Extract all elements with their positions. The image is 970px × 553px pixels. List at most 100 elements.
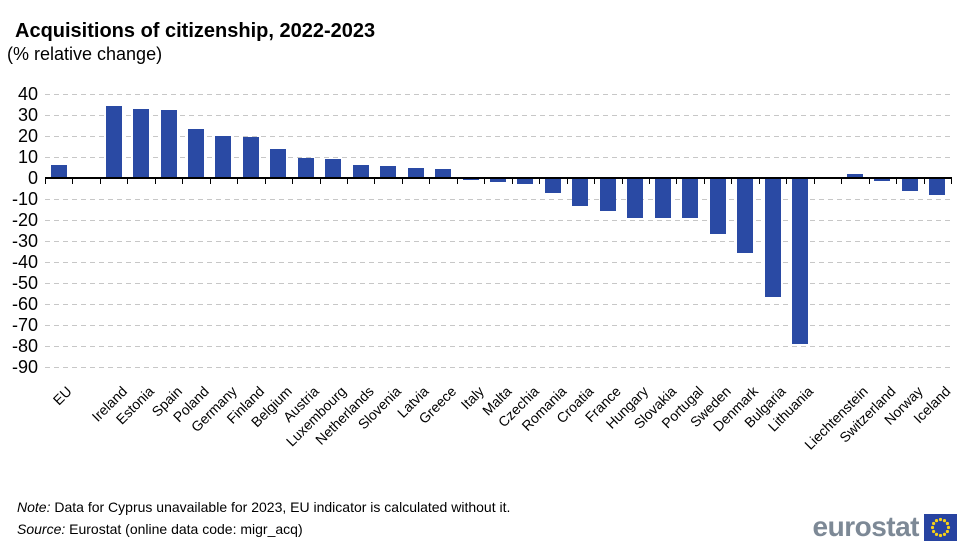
x-axis-tick [566,179,568,184]
gridline--80 [45,346,951,347]
x-axis-tick [841,179,843,184]
x-axis-tick [703,179,705,184]
gridline--60 [45,304,951,305]
y-axis-label-0: 0 [27,168,38,188]
bar-liechtenstein [846,173,863,178]
gridline--40 [45,262,951,263]
gridline--30 [45,241,951,242]
gridline-20 [45,136,951,137]
x-axis-tick [786,179,788,184]
x-axis-tick [154,179,156,184]
source-label: Source: [17,521,66,537]
x-axis-tick [621,179,623,184]
x-axis-line [45,177,952,179]
bar-eu [50,165,67,178]
bar-austria [297,158,314,178]
x-axis-tick [813,179,815,184]
y-axis-label--10: -10 [11,189,38,209]
eurostat-logo-text: eurostat [812,511,920,542]
x-axis-tick [45,179,46,184]
x-axis-tick [347,179,348,184]
x-axis-tick [676,179,678,184]
bar-netherlands [352,165,369,178]
x-axis-tick [374,179,376,184]
chart-note: Note: Data for Cyprus unavailable for 20… [17,499,510,515]
bar-bulgaria [764,179,781,297]
bar-ireland [105,105,122,178]
x-axis-tick [127,179,129,184]
y-axis-label-30: 30 [17,105,38,125]
bar-finland [242,137,259,178]
y-axis-label--40: -40 [11,252,38,272]
x-axis-tick [264,179,266,184]
source-text: Eurostat (online data code: migr_acq) [65,521,303,537]
chart-source: Source: Eurostat (online data code: migr… [17,521,303,537]
page-title: Acquisitions of citizenship, 2022-2023 [15,20,376,42]
bar-poland [188,128,204,178]
x-axis-tick [923,179,925,184]
note-label: Note: [17,499,51,515]
bar-lithuania [792,179,808,344]
x-axis-tick [758,179,760,184]
x-axis-tick [292,179,294,184]
gridline-10 [45,157,951,158]
x-axis-tick [511,179,513,184]
gridline-30 [45,115,951,116]
bar-luxembourg [325,159,342,178]
bar-estonia [133,108,150,178]
eurostat-logo: eurostat [813,512,957,542]
y-axis-label--20: -20 [11,210,38,230]
bar-switzerland [874,179,891,182]
x-axis-tick [319,179,321,184]
x-axis-tick [401,179,403,184]
gridline--20 [45,220,951,221]
y-axis-label--90: -90 [11,357,38,377]
y-axis-label-10: 10 [17,147,38,167]
x-axis-tick [182,179,184,184]
bar-norway [901,179,918,191]
bar-greece [435,168,452,178]
bar-germany [215,136,232,178]
gridline--10 [45,199,951,200]
x-axis-tick [72,179,74,184]
bar-malta [490,179,506,183]
eu-flag-icon [924,513,957,541]
bar-romania [544,179,561,193]
x-axis-tick [429,179,431,184]
bar-latvia [407,167,424,178]
x-axis-tick [868,179,870,184]
x-axis-tick [237,179,239,184]
x-axis-tick [594,179,596,184]
x-axis-tick [649,179,650,184]
gridline-40 [45,94,951,95]
x-axis-tick [896,179,898,184]
bar-hungary [627,179,644,218]
x-axis-tick [456,179,458,184]
x-axis-tick [539,179,541,184]
page-subtitle: (% relative change) [7,44,163,64]
chart-area: 40 30 20 10 0 -10 -20 -30 -40 -50 -60 -70 -80 -90 EU Ir… [11,84,954,453]
bar-slovakia [654,179,671,218]
y-axis-label--60: -60 [11,294,38,314]
y-axis-label--70: -70 [11,315,38,335]
y-axis-label--80: -80 [11,336,38,356]
bar-spain [160,109,177,178]
bar-france [599,179,616,211]
gridline--50 [45,283,951,284]
bar-slovenia [380,166,397,178]
bar-sweden [709,179,726,234]
bar-iceland [929,179,946,195]
x-axis-tick [209,179,211,184]
x-axis-tick [484,179,486,184]
gridline--70 [45,325,951,326]
y-axis-label-20: 20 [17,126,38,146]
x-axis-tick [951,179,952,184]
y-axis-label--50: -50 [11,273,38,293]
x-axis-label-eu: EU [49,383,76,409]
bar-denmark [737,179,754,253]
note-text: Data for Cyprus unavailable for 2023, EU… [50,499,511,515]
bar-croatia [572,179,589,207]
x-axis-tick [731,179,733,184]
bar-portugal [682,179,699,218]
bar-belgium [270,148,287,178]
